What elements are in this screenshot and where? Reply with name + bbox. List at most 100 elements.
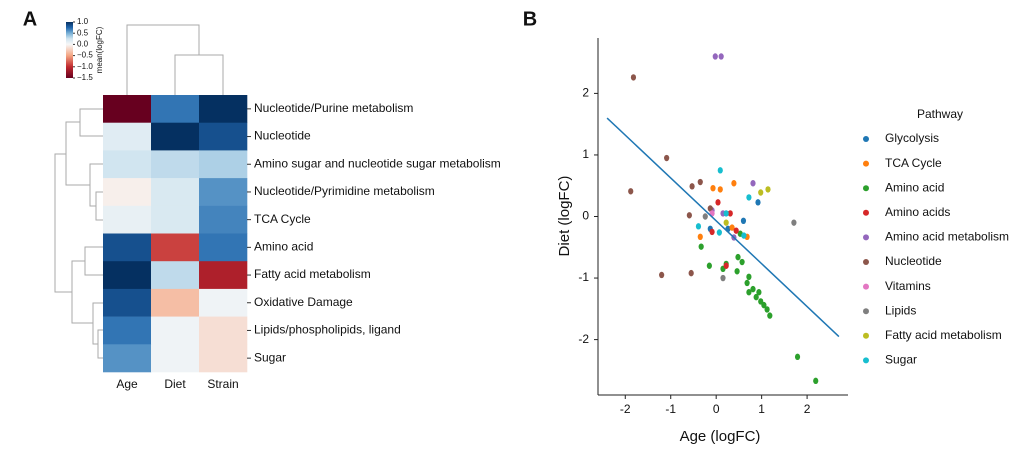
heatmap-cell: [151, 261, 200, 290]
colorbar-label: mean(logFC): [95, 26, 104, 73]
row-label: Nucleotide/Purine metabolism: [254, 101, 413, 115]
scatter-point: [628, 188, 634, 195]
trend-line: [606, 117, 840, 338]
row-label: Nucleotide/Pyrimidine metabolism: [254, 184, 435, 198]
column-label: Diet: [164, 377, 186, 391]
row-dendrogram: [54, 108, 103, 359]
x-tick-label: 0: [713, 402, 720, 416]
scatter-point: [756, 289, 762, 296]
legend-label: Nucleotide: [885, 254, 942, 268]
row-label: Sugar: [254, 350, 286, 364]
scatter-point: [686, 212, 692, 219]
heatmap-cell: [103, 344, 152, 373]
scatter-point: [723, 262, 729, 269]
heatmap-cell: [199, 150, 248, 179]
heatmap-cell: [103, 95, 152, 123]
scatter-point: [698, 243, 704, 250]
scatter-point: [735, 253, 741, 261]
scatter-point: [702, 213, 708, 220]
heatmap-cell: [151, 150, 200, 179]
heatmap-cell: [103, 261, 152, 290]
legend-marker: [863, 308, 869, 315]
legend-label: Fatty acid metabolism: [885, 328, 1002, 342]
heatmap-cell: [103, 178, 152, 207]
scatter-point: [659, 271, 665, 279]
scatter-point: [750, 180, 756, 187]
scatter-point: [697, 178, 703, 186]
scatter-point: [630, 74, 637, 81]
legend-marker: [863, 136, 869, 142]
legend-marker: [863, 332, 869, 339]
heatmap-cell: [103, 233, 152, 262]
scatter-point: [712, 53, 718, 60]
row-label: Nucleotide: [254, 129, 311, 143]
scatter-point: [695, 223, 702, 230]
colorbar-tick-label: 0.5: [77, 28, 89, 37]
y-tick-label: 1: [582, 147, 589, 161]
scatter-point: [739, 258, 745, 266]
scatter-point: [717, 167, 723, 174]
panel-label: A: [23, 8, 37, 30]
x-tick-label: -1: [665, 402, 676, 416]
scatter-point: [791, 219, 797, 226]
x-axis-label: Age (logFC): [680, 428, 761, 445]
y-tick-label: -1: [578, 270, 589, 284]
colorbar: [66, 22, 73, 78]
x-tick-label: 1: [758, 402, 765, 416]
legend-label: Glycolysis: [885, 131, 939, 145]
column-dendrogram: [126, 24, 224, 95]
colorbar-tick-label: −0.5: [77, 51, 93, 60]
heatmap-cell: [151, 122, 200, 151]
scatter-point: [741, 232, 747, 239]
row-label: Lipids/phospholipids, ligand: [254, 323, 401, 337]
heatmap-cell: [151, 288, 200, 317]
x-tick-label: 2: [804, 402, 811, 416]
heatmap-cell: [199, 344, 248, 373]
colorbar-tick-label: −1.0: [77, 62, 93, 71]
heatmap-cell: [151, 233, 200, 262]
row-label: Amino acid: [254, 240, 313, 254]
heatmap-cell: [151, 316, 200, 345]
scatter-point: [689, 183, 695, 190]
scatter-point: [720, 274, 726, 282]
scatter-point: [707, 205, 713, 212]
row-label: TCA Cycle: [254, 212, 311, 226]
heatmap-cell: [103, 288, 152, 317]
heatmap-cell: [199, 261, 248, 290]
legend-label: Amino acid: [885, 180, 944, 194]
scatter-point: [706, 262, 712, 269]
heatmap-cell: [151, 344, 200, 373]
scatter-point: [746, 194, 752, 201]
scatter-point: [717, 186, 723, 193]
scatter-point: [755, 199, 761, 206]
legend-label: Vitamins: [885, 279, 931, 293]
scatter-point: [765, 186, 771, 193]
scatter-point: [764, 306, 770, 313]
scatter-point: [758, 189, 764, 196]
legend-marker: [863, 160, 869, 167]
row-label: Fatty acid metabolism: [254, 267, 371, 281]
y-axis-label: Diet (logFC): [556, 176, 573, 257]
heatmap-cell: [151, 205, 200, 234]
scatter-point: [746, 273, 752, 281]
scatter-point: [715, 199, 721, 206]
scatter-point: [697, 233, 703, 241]
column-label: Age: [116, 377, 138, 391]
x-tick-label: -2: [620, 402, 631, 416]
legend-title: Pathway: [917, 107, 963, 121]
colorbar-tick-label: 1.0: [77, 17, 89, 26]
heatmap-cell: [103, 122, 152, 151]
row-label: Oxidative Damage: [254, 295, 353, 309]
heatmap-cell: [103, 316, 152, 345]
scatter-point: [813, 377, 819, 385]
heatmap-cell: [103, 150, 152, 179]
heatmap-cell: [199, 233, 248, 262]
scatter-point: [664, 154, 670, 162]
row-label: Amino sugar and nucleotide sugar metabol…: [254, 156, 501, 170]
scatter-point: [709, 228, 715, 236]
legend-label: Amino acids: [885, 205, 950, 219]
heatmap-cell: [103, 205, 152, 234]
scatter-point: [716, 229, 722, 236]
legend-marker: [863, 209, 869, 216]
